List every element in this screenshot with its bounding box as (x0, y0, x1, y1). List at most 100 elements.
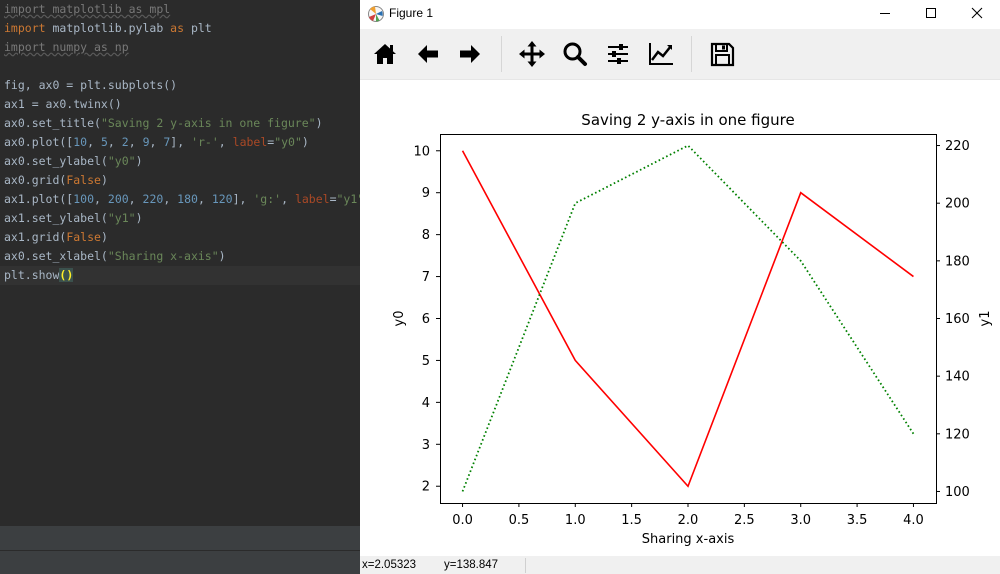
figure-canvas[interactable]: 0.0 0.5 1.0 1.5 2.0 2.5 3.0 3.5 4.0 2 3 4 5 6 7 8 9 10 1… (360, 80, 1000, 556)
code-token: ) (315, 116, 323, 130)
subplots-config-icon (608, 44, 628, 64)
code-editor[interactable]: import matplotlib as mpl import matplotli… (0, 0, 360, 574)
back-button[interactable] (412, 38, 444, 70)
x-tick-label: 0.0 (452, 513, 473, 528)
code-token: label (232, 135, 268, 149)
code-token: import matplotlib as mpl (4, 2, 171, 16)
save-button[interactable] (706, 38, 738, 70)
pan-icon (519, 41, 545, 67)
code-token: , (107, 135, 122, 149)
code-line[interactable]: fig, ax0 = plt.subplots() (0, 76, 360, 95)
code-area[interactable]: import matplotlib as mpl import matplotli… (0, 0, 360, 285)
series-line-y1 (461, 144, 915, 492)
code-token: , (281, 192, 295, 206)
code-line[interactable]: ax1.grid(False) (0, 228, 360, 247)
code-token: = (329, 192, 337, 206)
status-bar: x=2.05323 y=138.847 (360, 556, 1000, 574)
code-token: ], (232, 192, 254, 206)
code-token: ax0.grid( (4, 173, 67, 187)
pan-button[interactable] (516, 38, 548, 70)
toolbar-separator (691, 36, 692, 72)
x-tick-label: 3.0 (790, 513, 811, 528)
home-icon (374, 44, 396, 64)
code-token: ax0.set_xlabel( (4, 249, 108, 263)
x-tick-label: 3.5 (847, 513, 868, 528)
toolbar-separator (501, 36, 502, 72)
code-line[interactable]: ax0.grid(False) (0, 171, 360, 190)
subplots-config-button[interactable] (602, 38, 634, 70)
code-token: "y1" (336, 192, 361, 206)
maximize-button[interactable] (908, 0, 954, 28)
close-icon (971, 7, 983, 19)
code-line[interactable]: ax0.plot([10, 5, 2, 9, 7], 'r-', label="… (0, 133, 360, 152)
code-line[interactable]: ax0.set_ylabel("y0") (0, 152, 360, 171)
y-tick-label-right: 120 (945, 427, 970, 442)
home-button[interactable] (369, 38, 401, 70)
y-tick-label-right: 100 (945, 485, 970, 500)
zoom-icon (563, 42, 587, 66)
code-token: , (149, 135, 164, 149)
y-axis-label-right: y1 (978, 311, 993, 327)
code-token: 120 (211, 192, 233, 206)
y-tick-label-right: 200 (945, 197, 970, 212)
y-tick-label-left: 3 (422, 438, 430, 453)
code-token: ax1 = ax0.twinx() (4, 97, 122, 111)
y-axis-label-left: y0 (392, 311, 407, 327)
cursor-x-readout: x=2.05323 (362, 559, 417, 571)
minimize-button[interactable] (862, 0, 908, 28)
code-line[interactable]: ax1.plot([100, 200, 220, 180, 120], 'g:'… (0, 190, 360, 209)
figure-window: Figure 1 (360, 0, 1000, 574)
code-line[interactable]: ax1 = ax0.twinx() (0, 95, 360, 114)
forward-button[interactable] (454, 38, 486, 70)
code-token: "y0" (107, 154, 136, 168)
code-line[interactable]: ax0.set_title("Saving 2 y-axis in one fi… (0, 114, 360, 133)
code-token: ) (100, 230, 108, 244)
code-token: ) (218, 249, 226, 263)
y-tick-label-right: 220 (945, 139, 970, 154)
zoom-button[interactable] (559, 38, 591, 70)
save-icon (710, 42, 735, 67)
maximize-icon (926, 8, 936, 18)
y-tick-label-left: 7 (422, 270, 430, 285)
y-tick-label-left: 2 (422, 480, 430, 495)
y-tick-label-left: 4 (422, 396, 430, 411)
code-line[interactable] (0, 57, 360, 76)
code-token: plt (184, 21, 212, 35)
code-line[interactable]: import matplotlib.pylab as plt (0, 19, 360, 38)
edit-axis-button[interactable] (645, 38, 677, 70)
code-token: "y0" (274, 135, 302, 149)
code-token: False (66, 173, 101, 187)
y-tick-label-left: 5 (422, 354, 430, 369)
y-tick-label-right: 180 (945, 254, 970, 269)
code-token: 'r-' (191, 135, 219, 149)
code-token: ) (135, 211, 143, 225)
code-token: , (197, 192, 212, 206)
window-titlebar[interactable]: Figure 1 (360, 0, 1000, 28)
code-token: , (94, 192, 108, 206)
code-token: import (4, 21, 46, 35)
code-token: import numpy as np (4, 40, 129, 54)
code-token: ) (301, 135, 309, 149)
code-token: ax1.plot([ (4, 192, 74, 206)
code-token: ax1.grid( (4, 230, 67, 244)
code-token: 9 (142, 135, 150, 149)
close-button[interactable] (954, 0, 1000, 28)
code-token: False (66, 230, 101, 244)
code-token: 220 (142, 192, 164, 206)
code-token: plt.show (4, 268, 60, 282)
code-token: 7 (163, 135, 171, 149)
code-token: ) (100, 173, 108, 187)
back-arrow-icon (418, 45, 438, 63)
code-line[interactable]: ax1.set_ylabel("y1") (0, 209, 360, 228)
code-token: , (218, 135, 233, 149)
code-line[interactable]: import numpy as np (0, 38, 360, 57)
y-tick-label-right: 140 (945, 370, 970, 385)
status-separator (525, 558, 526, 573)
code-line[interactable]: plt.show() (0, 266, 360, 285)
code-token: ax0.plot([ (4, 135, 74, 149)
code-line[interactable]: import matplotlib as mpl (0, 0, 360, 19)
code-token: 180 (177, 192, 198, 206)
code-token: 100 (73, 192, 95, 206)
navigation-toolbar (360, 29, 1000, 80)
code-line[interactable]: ax0.set_xlabel("Sharing x-axis") (0, 247, 360, 266)
